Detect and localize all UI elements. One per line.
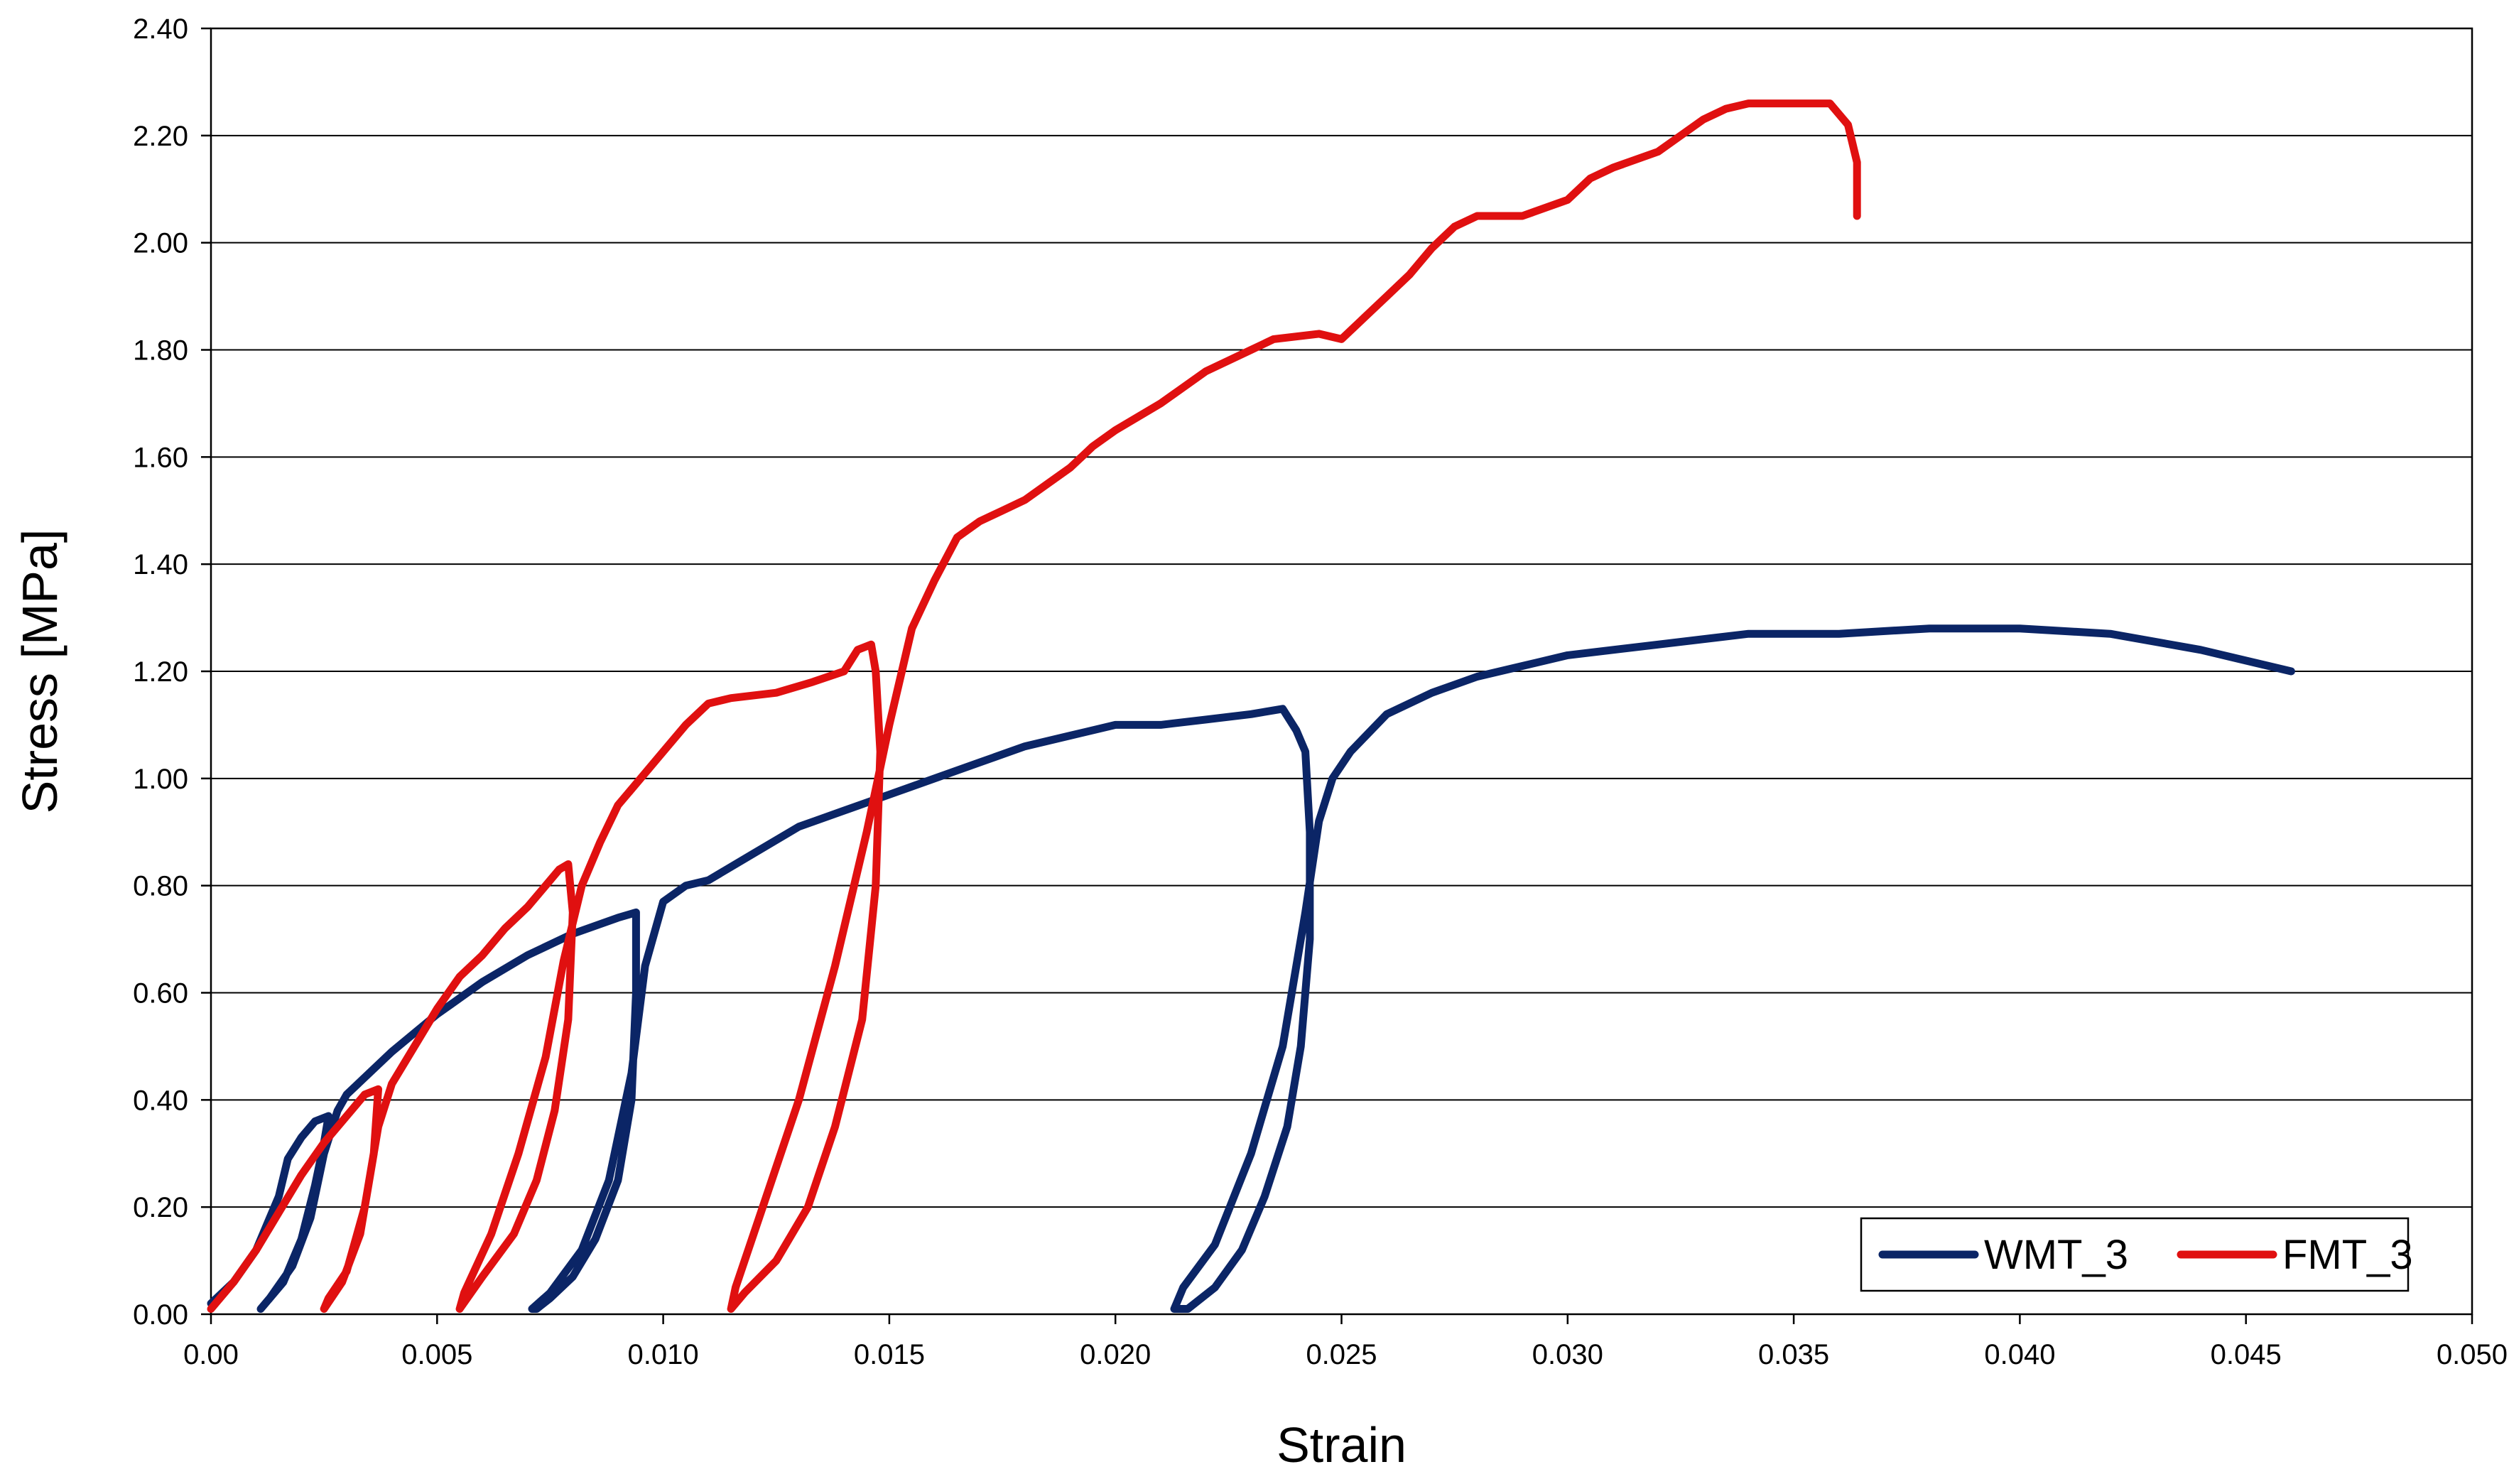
y-tick-label: 1.80 [133, 335, 188, 367]
y-tick-label: 1.60 [133, 442, 188, 473]
x-tick-label: 0.015 [854, 1339, 925, 1370]
x-tick-label: 0.045 [2211, 1339, 2282, 1370]
y-tick-label: 1.40 [133, 549, 188, 580]
x-tick-label: 0.035 [1758, 1339, 1829, 1370]
y-tick-label: 2.20 [133, 121, 188, 152]
x-axis-ticks: 0.00 0.005 0.010 0.015 0.020 0.025 0.030 0.035 0… [183, 1314, 2508, 1370]
x-tick-label: 0.050 [2437, 1339, 2508, 1370]
x-tick-label: 0.040 [1984, 1339, 2055, 1370]
y-axis-ticks: 0.00 0.20 0.40 0.60 0.80 1.00 1.20 1.40 1.60 1.80… [133, 13, 211, 1331]
x-tick-label: 0.020 [1080, 1339, 1151, 1370]
gridlines [211, 28, 2472, 1208]
y-tick-label: 2.00 [133, 228, 188, 259]
x-tick-label: 0.025 [1306, 1339, 1377, 1370]
y-tick-label: 0.40 [133, 1085, 188, 1116]
y-tick-label: 0.60 [133, 978, 188, 1009]
y-tick-label: 1.20 [133, 656, 188, 688]
y-tick-label: 0.20 [133, 1192, 188, 1223]
y-tick-label: 0.80 [133, 871, 188, 902]
legend-label-fmt-3: FMT_3 [2282, 1232, 2413, 1278]
x-tick-label: 0.005 [401, 1339, 472, 1370]
x-tick-label: 0.00 [183, 1339, 239, 1370]
series-line-fmt-3 [207, 99, 1861, 1313]
y-tick-label: 0.00 [133, 1299, 188, 1331]
y-axis-title: Stress [MPa] [12, 529, 67, 814]
x-tick-label: 0.010 [628, 1339, 699, 1370]
series-line-wmt-3 [207, 624, 2295, 1313]
legend: WMT_3 FMT_3 [1860, 1217, 2413, 1292]
y-tick-label: 1.00 [133, 764, 188, 795]
x-axis-title: Strain [1277, 1417, 1407, 1473]
x-tick-label: 0.030 [1532, 1339, 1603, 1370]
series-layer [207, 99, 2295, 1313]
legend-label-wmt-3: WMT_3 [1984, 1232, 2128, 1278]
y-tick-label: 2.40 [133, 13, 188, 45]
